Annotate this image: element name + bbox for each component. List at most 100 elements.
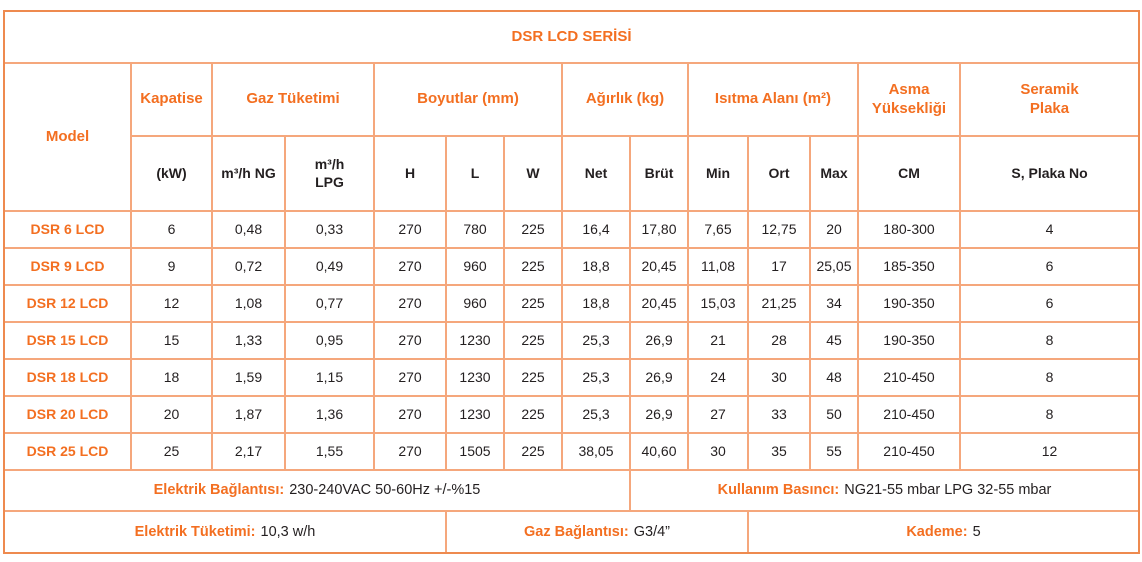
data-cell: 270 bbox=[375, 397, 445, 432]
data-cell: 270 bbox=[375, 360, 445, 395]
data-cell: 17 bbox=[749, 249, 809, 284]
model-cell: DSR 20 LCD bbox=[5, 397, 130, 432]
footer-gas-connection: Gaz Bağlantısı: G3/4” bbox=[447, 512, 747, 552]
data-cell: 225 bbox=[505, 286, 561, 321]
data-cell: 38,05 bbox=[563, 434, 629, 469]
data-cell: 21,25 bbox=[749, 286, 809, 321]
data-cell: 6 bbox=[961, 249, 1138, 284]
data-cell: 20,45 bbox=[631, 249, 687, 284]
data-cell: 45 bbox=[811, 323, 857, 358]
data-cell: 34 bbox=[811, 286, 857, 321]
data-cell: 0,48 bbox=[213, 212, 284, 247]
model-cell: DSR 6 LCD bbox=[5, 212, 130, 247]
data-cell: 40,60 bbox=[631, 434, 687, 469]
column-group-hanging-height: Asma Yüksekliği bbox=[859, 64, 959, 135]
data-cell: 1230 bbox=[447, 360, 503, 395]
data-cell: 8 bbox=[961, 360, 1138, 395]
data-cell: 27 bbox=[689, 397, 747, 432]
data-cell: 1505 bbox=[447, 434, 503, 469]
data-cell: 1230 bbox=[447, 323, 503, 358]
data-cell: 225 bbox=[505, 360, 561, 395]
footer-usage-pressure: Kullanım Basıncı: NG21-55 mbar LPG 32-55… bbox=[631, 471, 1138, 510]
data-cell: 0,95 bbox=[286, 323, 373, 358]
footer-label: Kademe: bbox=[906, 523, 968, 540]
data-cell: 0,77 bbox=[286, 286, 373, 321]
footer-stage: Kademe: 5 bbox=[749, 512, 1138, 552]
spec-table: DSR LCD SERİSİ Model Kapatise Gaz Tüketi… bbox=[3, 10, 1140, 554]
model-cell: DSR 25 LCD bbox=[5, 434, 130, 469]
data-cell: 2,17 bbox=[213, 434, 284, 469]
column-group-heating-area: Isıtma Alanı (m²) bbox=[689, 64, 857, 135]
data-cell: 1,36 bbox=[286, 397, 373, 432]
data-cell: 6 bbox=[961, 286, 1138, 321]
data-cell: 225 bbox=[505, 212, 561, 247]
data-cell: 30 bbox=[689, 434, 747, 469]
data-cell: 780 bbox=[447, 212, 503, 247]
data-cell: 1,59 bbox=[213, 360, 284, 395]
data-cell: 1,15 bbox=[286, 360, 373, 395]
data-cell: 210-450 bbox=[859, 434, 959, 469]
column-header-ort: Ort bbox=[749, 137, 809, 210]
data-cell: 25,3 bbox=[563, 360, 629, 395]
data-cell: 28 bbox=[749, 323, 809, 358]
column-header-plaka-no: S, Plaka No bbox=[961, 137, 1138, 210]
data-cell: 20 bbox=[132, 397, 211, 432]
data-cell: 35 bbox=[749, 434, 809, 469]
data-cell: 225 bbox=[505, 249, 561, 284]
data-cell: 24 bbox=[689, 360, 747, 395]
footer-electric-consumption: Elektrik Tüketimi: 10,3 w/h bbox=[5, 512, 445, 552]
column-header-min: Min bbox=[689, 137, 747, 210]
data-cell: 25,3 bbox=[563, 397, 629, 432]
column-header-max: Max bbox=[811, 137, 857, 210]
data-cell: 33 bbox=[749, 397, 809, 432]
data-cell: 210-450 bbox=[859, 360, 959, 395]
data-cell: 180-300 bbox=[859, 212, 959, 247]
column-header-lpg: m³/h LPG bbox=[286, 137, 373, 210]
column-header-model: Model bbox=[5, 64, 130, 210]
data-cell: 6 bbox=[132, 212, 211, 247]
data-cell: 12 bbox=[132, 286, 211, 321]
data-cell: 210-450 bbox=[859, 397, 959, 432]
data-cell: 18 bbox=[132, 360, 211, 395]
data-cell: 225 bbox=[505, 434, 561, 469]
data-cell: 20,45 bbox=[631, 286, 687, 321]
column-group-weight: Ağırlık (kg) bbox=[563, 64, 687, 135]
data-cell: 30 bbox=[749, 360, 809, 395]
footer-label: Gaz Bağlantısı: bbox=[523, 523, 629, 540]
data-cell: 190-350 bbox=[859, 323, 959, 358]
data-cell: 225 bbox=[505, 397, 561, 432]
data-cell: 8 bbox=[961, 397, 1138, 432]
data-cell: 1,87 bbox=[213, 397, 284, 432]
column-header-h: H bbox=[375, 137, 445, 210]
data-cell: 26,9 bbox=[631, 323, 687, 358]
data-cell: 18,8 bbox=[563, 249, 629, 284]
data-cell: 960 bbox=[447, 286, 503, 321]
data-cell: 25,05 bbox=[811, 249, 857, 284]
data-cell: 7,65 bbox=[689, 212, 747, 247]
data-cell: 225 bbox=[505, 323, 561, 358]
footer-value: G3/4” bbox=[633, 523, 670, 540]
data-cell: 25,3 bbox=[563, 323, 629, 358]
data-cell: 1,33 bbox=[213, 323, 284, 358]
column-group-ceramic-plate: Seramik Plaka bbox=[961, 64, 1138, 135]
data-cell: 26,9 bbox=[631, 397, 687, 432]
data-cell: 270 bbox=[375, 212, 445, 247]
model-cell: DSR 9 LCD bbox=[5, 249, 130, 284]
data-cell: 270 bbox=[375, 323, 445, 358]
column-header-ng: m³/h NG bbox=[213, 137, 284, 210]
data-cell: 18,8 bbox=[563, 286, 629, 321]
data-cell: 50 bbox=[811, 397, 857, 432]
footer-label: Elektrik Bağlantısı: bbox=[153, 482, 285, 499]
data-cell: 21 bbox=[689, 323, 747, 358]
data-cell: 270 bbox=[375, 434, 445, 469]
data-cell: 270 bbox=[375, 286, 445, 321]
data-cell: 20 bbox=[811, 212, 857, 247]
footer-value: 10,3 w/h bbox=[260, 523, 316, 540]
column-group-gas-consumption: Gaz Tüketimi bbox=[213, 64, 373, 135]
data-cell: 270 bbox=[375, 249, 445, 284]
column-header-kw: (kW) bbox=[132, 137, 211, 210]
data-cell: 26,9 bbox=[631, 360, 687, 395]
data-cell: 15,03 bbox=[689, 286, 747, 321]
footer-value: NG21-55 mbar LPG 32-55 mbar bbox=[844, 482, 1052, 499]
